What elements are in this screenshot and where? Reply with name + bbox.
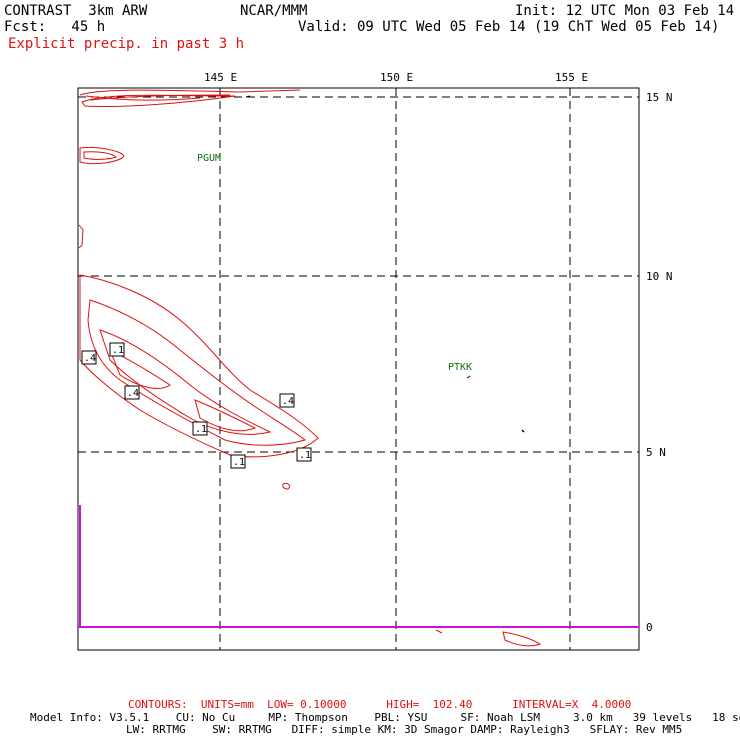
field-title: Explicit precip. in past 3 h [8,36,245,52]
contour-south-east [502,631,542,647]
station-labels: PGUM PTKK [197,153,472,373]
contour-band-outer [79,274,319,458]
contour-info: CONTOURS: UNITS=mm LOW= 0.10000 HIGH= 10… [128,698,632,711]
init-time: Init: 12 UTC Mon 03 Feb 14 [515,3,735,19]
island-north [245,95,251,98]
island-marker [521,429,525,433]
forecast-hour: Fcst: 45 h [4,19,106,35]
lat-label-10n: 10 N [646,270,673,283]
contour-south-dot [435,629,443,634]
contour-label: .4 [282,396,294,407]
org-label: NCAR/MMM [240,3,308,19]
contour-label: .4 [84,353,96,364]
contour-west-edge [78,224,84,249]
station-ptkk: PTKK [448,362,472,373]
model-info-line2: LW: RRTMG SW: RRTMG DIFF: simple KM: 3D … [126,723,683,736]
contour-label: .1 [233,457,245,468]
contour-small-cell [282,483,291,490]
contour-north [79,89,301,108]
lat-label-5n: 5 N [646,446,666,459]
contour-guam-area [79,147,125,165]
contour-label: .4 [127,388,139,399]
lon-label-145e: 145 E [204,71,238,84]
contour-label: .1 [195,424,207,435]
lat-label-0: 0 [646,621,653,634]
contour-label-group: .4 .1 .4 .4 .1 .1 .1 [81,342,312,469]
island-ptkk [466,375,471,379]
model-info-line1: Model Info: V3.5.1 CU: No Cu MP: Thompso… [30,711,740,724]
contour-guam-inner [83,151,117,160]
contour-band-core1 [109,348,171,389]
valid-time: Valid: 09 UTC Wed 05 Feb 14 (19 ChT Wed … [298,19,720,35]
contour-north-inner [85,94,231,101]
contour-band-mid [87,299,307,446]
contour-band-inner [99,329,272,435]
lon-label-150e: 150 E [380,71,414,84]
model-title: CONTRAST 3km ARW [4,3,148,19]
lon-label-155e: 155 E [555,71,589,84]
station-pgum: PGUM [197,153,221,164]
map-frame [77,87,640,651]
contour-label: .1 [299,450,311,461]
contour-band-core2 [194,399,257,432]
lat-lon-grid [78,88,639,650]
lat-label-15n: 15 N [646,91,673,104]
contour-label: .1 [112,345,124,356]
precip-contours [78,89,542,647]
